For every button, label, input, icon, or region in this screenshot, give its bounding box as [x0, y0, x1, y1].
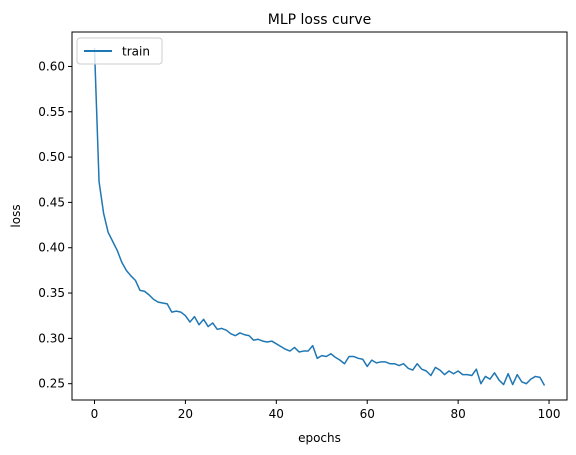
x-tick-label: 80 [450, 407, 465, 421]
axes-frame [71, 31, 568, 401]
x-tick-label: 40 [269, 407, 284, 421]
y-tick-label: 0.60 [38, 59, 65, 73]
y-tick-label: 0.40 [38, 241, 65, 255]
x-axis-label: epochs [298, 431, 341, 445]
legend: train [76, 37, 163, 65]
x-axis: 0 20 40 60 80 100 [91, 400, 561, 421]
y-tick-label: 0.25 [38, 377, 65, 391]
y-axis-label: loss [9, 204, 23, 227]
chart-title: MLP loss curve [268, 12, 372, 28]
x-tick-label: 20 [178, 407, 193, 421]
legend-label-train: train [122, 45, 150, 59]
y-tick-label: 0.50 [38, 150, 65, 164]
legend-box [76, 37, 163, 65]
y-axis: 0.25 0.30 0.35 0.40 0.45 0.50 0.55 0.60 [38, 59, 72, 391]
x-tick-label: 0 [91, 407, 99, 421]
y-tick-label: 0.35 [38, 286, 65, 300]
y-tick-label: 0.45 [38, 195, 65, 209]
y-tick-label: 0.30 [38, 331, 65, 345]
series-line-train [93, 48, 546, 386]
plot-area [93, 48, 546, 386]
x-tick-label: 60 [360, 407, 375, 421]
x-tick-label: 100 [538, 407, 561, 421]
y-tick-label: 0.55 [38, 105, 65, 119]
